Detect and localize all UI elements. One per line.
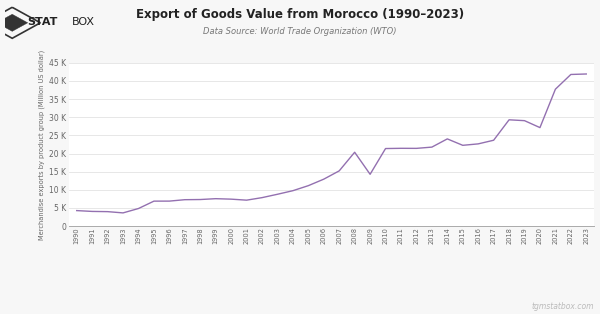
Text: STAT: STAT (27, 17, 58, 27)
Text: BOX: BOX (72, 17, 95, 27)
Y-axis label: Merchandise exports by product group (Million US dollar): Merchandise exports by product group (Mi… (38, 49, 45, 240)
Text: Export of Goods Value from Morocco (1990–2023): Export of Goods Value from Morocco (1990… (136, 8, 464, 21)
Text: tgmstatbox.com: tgmstatbox.com (532, 302, 594, 311)
Text: Data Source: World Trade Organization (WTO): Data Source: World Trade Organization (W… (203, 27, 397, 36)
Polygon shape (0, 14, 28, 31)
